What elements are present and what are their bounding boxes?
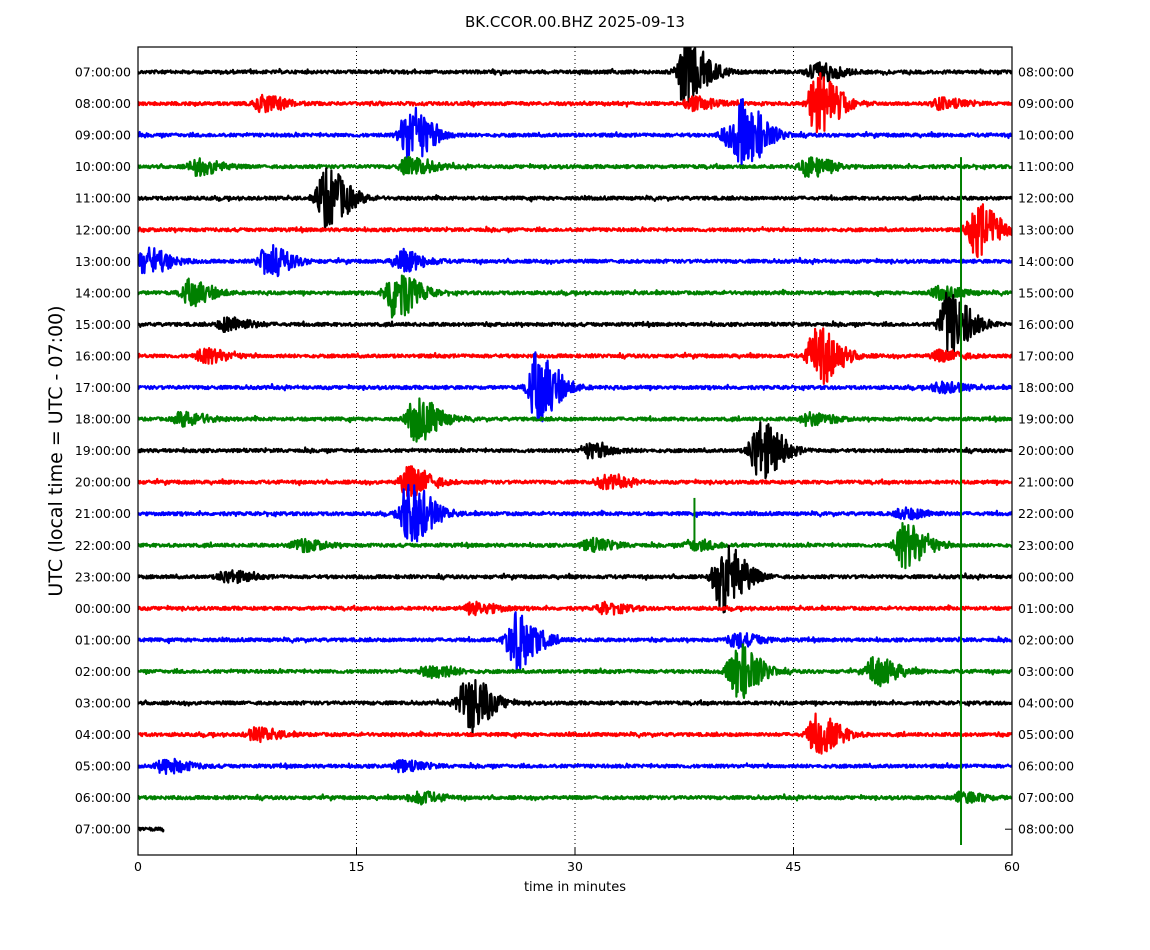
left-time-label: 11:00:00 (75, 191, 131, 206)
right-time-label: 01:00:00 (1018, 601, 1074, 616)
x-tick-label: 60 (1004, 859, 1020, 874)
seismic-trace (138, 397, 1012, 443)
seismic-trace (138, 47, 1012, 106)
x-tick-label: 15 (349, 859, 365, 874)
left-time-label: 13:00:00 (75, 254, 131, 269)
y-axis-label: UTC (local time = UTC - 07:00) (45, 305, 67, 596)
seismic-trace (138, 544, 1012, 614)
right-time-label: 05:00:00 (1018, 727, 1074, 742)
seismic-trace (138, 790, 1012, 806)
right-time-label: 07:00:00 (1018, 790, 1074, 805)
seismic-trace (138, 611, 1012, 673)
right-time-label: 21:00:00 (1018, 475, 1074, 490)
left-time-label: 08:00:00 (75, 96, 131, 111)
right-time-labels: 08:00:00 09:00:00 10:00:00 11:00:00 12:00:00… (1005, 65, 1074, 837)
right-time-label: 16:00:00 (1018, 317, 1074, 332)
seismic-trace (138, 826, 165, 833)
seismic-trace (138, 203, 1012, 259)
right-time-label: 19:00:00 (1018, 412, 1074, 427)
right-time-label: 11:00:00 (1018, 159, 1074, 174)
left-time-label: 06:00:00 (75, 790, 131, 805)
right-time-label: 18:00:00 (1018, 380, 1074, 395)
chart-title: BK.CCOR.00.BHZ 2025-09-13 (465, 13, 685, 31)
left-time-label: 01:00:00 (75, 632, 131, 647)
right-time-label: 13:00:00 (1018, 222, 1074, 237)
left-time-label: 16:00:00 (75, 348, 131, 363)
left-time-label: 20:00:00 (75, 475, 131, 490)
left-time-label: 10:00:00 (75, 159, 131, 174)
left-time-label: 23:00:00 (75, 569, 131, 584)
seismic-trace (138, 155, 1012, 178)
left-time-label: 17:00:00 (75, 380, 131, 395)
seismic-trace (138, 679, 1012, 735)
left-time-label: 09:00:00 (75, 128, 131, 143)
right-time-label: 08:00:00 (1018, 822, 1074, 837)
right-time-label: 06:00:00 (1018, 759, 1074, 774)
right-time-label: 04:00:00 (1018, 696, 1074, 711)
seismic-trace (138, 757, 1012, 775)
right-time-label: 09:00:00 (1018, 96, 1074, 111)
right-time-label: 03:00:00 (1018, 664, 1074, 679)
x-axis-label: time in minutes (524, 880, 626, 895)
seismic-trace (138, 643, 1012, 699)
seismic-trace (138, 167, 1012, 231)
left-time-label: 14:00:00 (75, 285, 131, 300)
right-time-label: 23:00:00 (1018, 538, 1074, 553)
x-axis: 0 15 30 45 60 (134, 848, 1020, 874)
right-time-label: 10:00:00 (1018, 128, 1074, 143)
left-time-label: 07:00:00 (75, 65, 131, 80)
x-tick-label: 45 (786, 859, 802, 874)
right-time-label: 15:00:00 (1018, 285, 1074, 300)
seismic-trace (138, 522, 1012, 570)
seismic-trace (138, 712, 1012, 755)
left-time-label: 04:00:00 (75, 727, 131, 742)
left-time-label: 12:00:00 (75, 222, 131, 237)
left-time-label: 07:00:00 (75, 822, 131, 837)
seismic-trace (138, 465, 1012, 498)
seismic-trace (138, 600, 1012, 617)
seismic-trace (138, 244, 1012, 278)
right-time-label: 02:00:00 (1018, 632, 1074, 647)
left-time-label: 00:00:00 (75, 601, 131, 616)
right-time-label: 22:00:00 (1018, 506, 1074, 521)
left-time-labels: 07:00:00 08:00:00 09:00:00 10:00:00 11:00:00… (75, 65, 131, 837)
seismic-traces (138, 47, 1012, 845)
right-time-label: 08:00:00 (1018, 65, 1074, 80)
left-time-label: 02:00:00 (75, 664, 131, 679)
seismic-trace (138, 351, 1012, 423)
left-time-label: 22:00:00 (75, 538, 131, 553)
seismic-trace (138, 291, 1012, 357)
seismic-trace (138, 421, 1012, 480)
left-time-label: 15:00:00 (75, 317, 131, 332)
seismic-trace (138, 274, 1012, 319)
seismic-trace (138, 72, 1012, 134)
right-time-label: 17:00:00 (1018, 348, 1074, 363)
left-time-label: 21:00:00 (75, 506, 131, 521)
left-time-label: 03:00:00 (75, 696, 131, 711)
seismic-trace (138, 327, 1012, 385)
left-time-label: 19:00:00 (75, 443, 131, 458)
right-time-label: 00:00:00 (1018, 569, 1074, 584)
seismic-trace (138, 98, 1012, 166)
left-time-label: 18:00:00 (75, 412, 131, 427)
seismic-trace (138, 483, 1012, 543)
right-time-label: 20:00:00 (1018, 443, 1074, 458)
x-tick-label: 0 (134, 859, 142, 874)
right-time-label: 12:00:00 (1018, 191, 1074, 206)
x-tick-label: 30 (567, 859, 583, 874)
right-time-label: 14:00:00 (1018, 254, 1074, 269)
left-time-label: 05:00:00 (75, 759, 131, 774)
